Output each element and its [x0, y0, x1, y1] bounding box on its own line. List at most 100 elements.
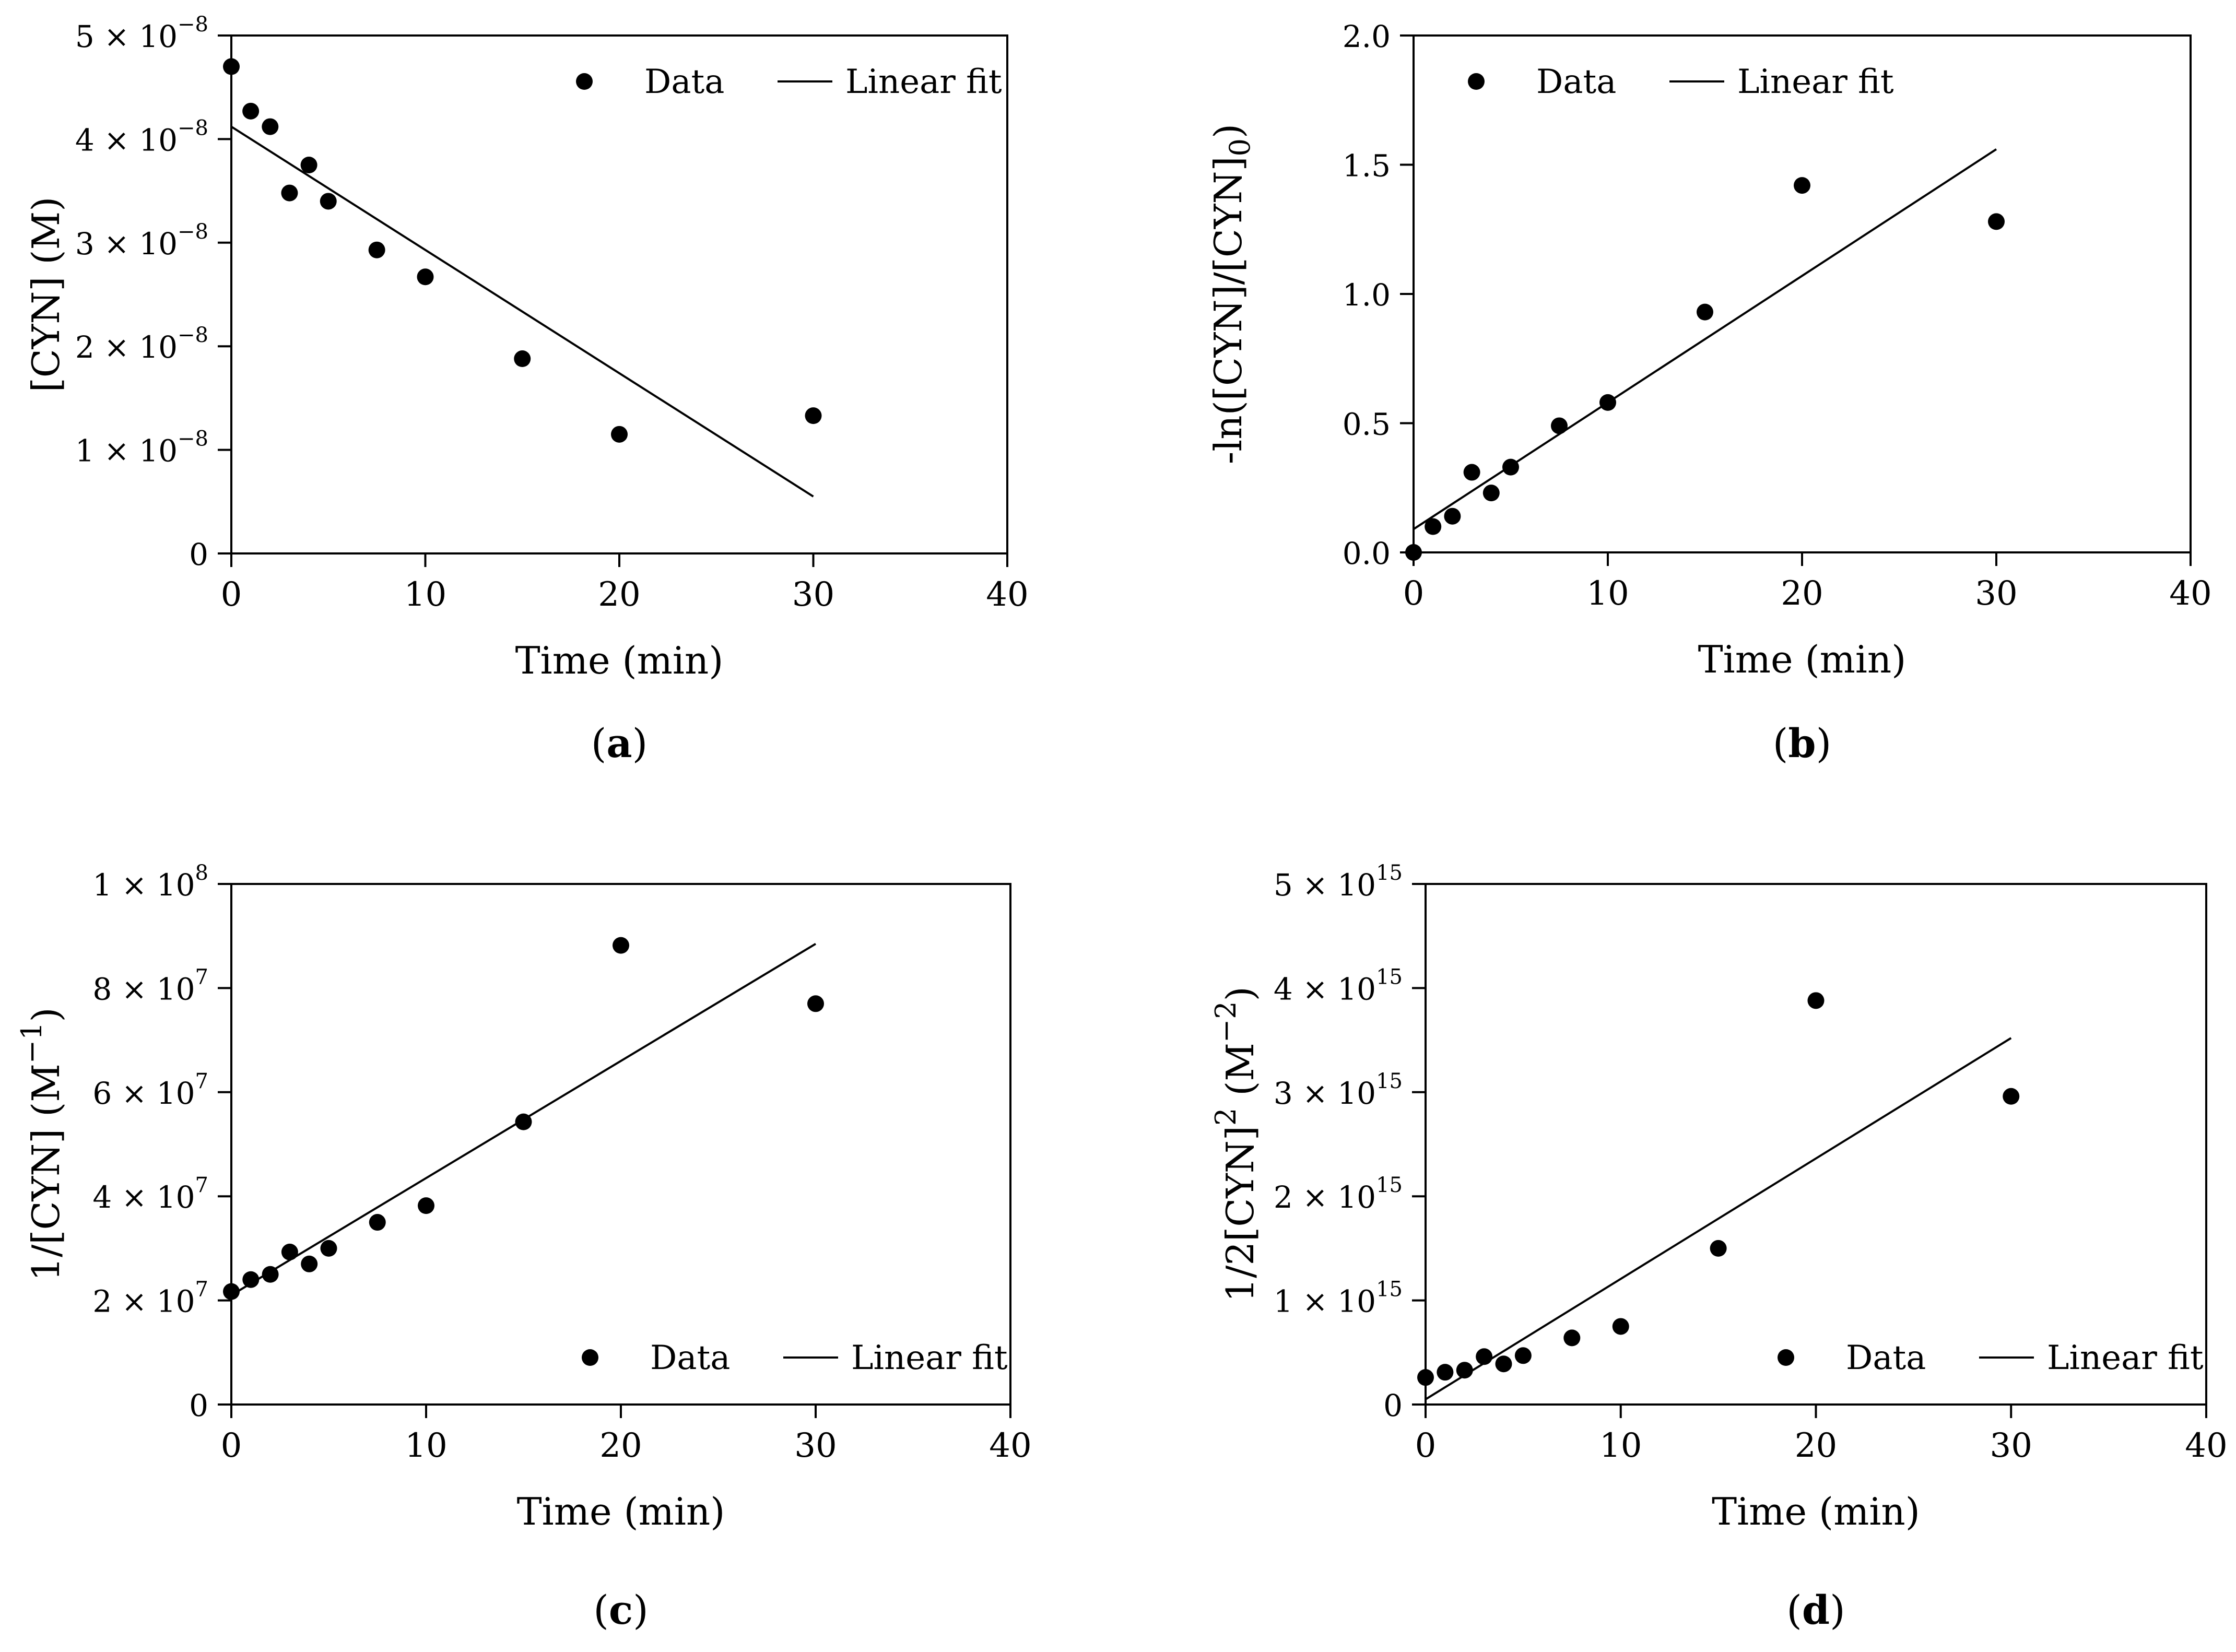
- x-tick-label: 40: [2169, 574, 2211, 613]
- data-point: [417, 268, 434, 286]
- data-point: [320, 193, 337, 210]
- x-tick-label: 20: [1781, 574, 1823, 613]
- panel-caption: (d): [1786, 1587, 1845, 1633]
- x-tick-label: 20: [599, 1426, 642, 1465]
- y-tick-label: 1.0: [1343, 277, 1391, 313]
- data-point: [1710, 1240, 1727, 1257]
- y-tick-label: 0: [189, 537, 208, 572]
- data-point: [1417, 1369, 1434, 1386]
- y-tick-label: 2.0: [1343, 19, 1391, 54]
- data-point: [1988, 213, 2005, 230]
- x-tick-label: 10: [404, 575, 446, 614]
- data-point: [1425, 518, 1442, 535]
- x-tick-label: 30: [794, 1426, 837, 1465]
- data-point: [1563, 1329, 1581, 1347]
- data-point: [418, 1197, 434, 1214]
- legend: Data Linear fit: [576, 63, 1002, 101]
- data-point: [611, 426, 628, 443]
- data-point: [613, 937, 629, 954]
- legend-data-label: Data: [650, 1339, 730, 1377]
- legend-marker: [582, 1349, 598, 1366]
- x-axis-title: Time (min): [515, 639, 724, 682]
- y-tick-label: 0: [1383, 1388, 1403, 1423]
- x-tick-label: 30: [792, 575, 834, 614]
- data-point: [281, 1243, 298, 1260]
- x-tick-label: 40: [2185, 1426, 2227, 1465]
- plot-frame: [230, 34, 1008, 554]
- y-tick-label: 1 × 1015: [1274, 1278, 1403, 1319]
- x-tick-label: 0: [221, 575, 242, 614]
- y-tick-label: 0.0: [1343, 536, 1391, 571]
- y-tick-label: 3 × 1015: [1274, 1069, 1403, 1111]
- data-point: [320, 1240, 337, 1257]
- x-tick-label: 20: [1795, 1426, 1837, 1465]
- x-tick-label: 30: [1990, 1426, 2032, 1465]
- linear-fit-line: [1425, 1037, 2012, 1400]
- data-point: [807, 995, 824, 1012]
- y-tick-label: 4 × 107: [92, 1173, 208, 1215]
- legend-marker: [1778, 1349, 1794, 1366]
- y-tick-label: 2 × 10−8: [75, 323, 208, 365]
- linear-fit-line: [230, 125, 814, 498]
- x-tick-label: 40: [986, 575, 1028, 614]
- linear-fit-line: [230, 942, 817, 1296]
- chart-panel-b: 0 10 20 30 40 0.0 0.5 1.0 1.5 2.0 Time (min) -ln([C…: [1206, 19, 2212, 766]
- y-tick-label: 1 × 10−8: [75, 427, 208, 469]
- y-tick-label: 8 × 107: [92, 965, 208, 1007]
- y-tick-label: 5 × 1015: [1274, 861, 1403, 903]
- data-point: [1697, 303, 1713, 321]
- data-point: [281, 184, 298, 202]
- chart-panel-a: 0 10 20 30 40 0 1 × 10−8 2 × 10−8 3 × 10−8 4 × 10…: [24, 13, 1029, 766]
- data-point: [1456, 1362, 1473, 1379]
- data-point: [1495, 1355, 1512, 1373]
- legend: Data Linear fit: [1778, 1339, 2204, 1377]
- legend-fit-label: Linear fit: [845, 63, 1002, 101]
- data-point: [1444, 508, 1461, 525]
- data-point: [1405, 544, 1422, 561]
- x-tick-label: 40: [989, 1426, 1031, 1465]
- legend-fit-label: Linear fit: [1737, 63, 1894, 101]
- data-point: [1463, 464, 1480, 481]
- data-point: [514, 350, 531, 368]
- y-tick-label: 1 × 108: [92, 861, 208, 903]
- x-tick-label: 30: [1975, 574, 2017, 613]
- data-point: [300, 157, 317, 173]
- chart-panel-d: 0 10 20 30 40 0 1 × 1015 2 × 1015 3 × 1015 4 × 10…: [1209, 861, 2228, 1633]
- plot-frame: [230, 883, 1011, 1406]
- data-point: [1551, 417, 1568, 434]
- y-tick-label: 3 × 10−8: [75, 220, 208, 262]
- x-tick-label: 20: [598, 575, 640, 614]
- x-tick-label: 10: [405, 1426, 447, 1465]
- y-tick-label: 2 × 107: [92, 1278, 208, 1319]
- data-point: [223, 1283, 240, 1300]
- data-point: [262, 118, 279, 135]
- x-axis-title: Time (min): [1698, 638, 1907, 681]
- data-point: [223, 58, 240, 75]
- legend-marker: [1468, 73, 1485, 90]
- x-axis-title: Time (min): [1712, 1490, 1920, 1533]
- legend-marker: [576, 73, 593, 90]
- y-tick-label: 6 × 107: [92, 1069, 208, 1111]
- x-tick-label: 10: [1586, 574, 1629, 613]
- data-point: [1794, 177, 1810, 194]
- data-point: [1482, 485, 1500, 502]
- plot-frame: [1413, 34, 2192, 553]
- data-point: [1437, 1364, 1454, 1381]
- data-point: [2003, 1088, 2020, 1105]
- x-axis-title: Time (min): [517, 1490, 725, 1533]
- linear-fit-line: [1413, 148, 1997, 530]
- data-point: [1612, 1318, 1629, 1335]
- data-point: [1807, 992, 1825, 1009]
- legend-data-label: Data: [1536, 63, 1616, 101]
- panel-caption: (b): [1773, 720, 1831, 766]
- x-tick-label: 0: [1403, 574, 1425, 613]
- y-tick-label: 4 × 10−8: [75, 116, 208, 158]
- data-point: [369, 1214, 386, 1231]
- y-tick-label: 2 × 1015: [1274, 1173, 1403, 1215]
- y-axis-title: 1/[CYN] (M−1): [15, 1007, 68, 1281]
- y-axis-title: -ln([CYN]/[CYN]0): [1206, 124, 1256, 464]
- x-tick-label: 0: [221, 1426, 242, 1465]
- y-axis-title: [CYN] (M): [24, 197, 68, 393]
- y-tick-label: 1.5: [1343, 148, 1391, 184]
